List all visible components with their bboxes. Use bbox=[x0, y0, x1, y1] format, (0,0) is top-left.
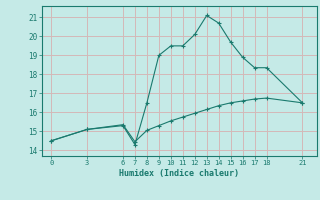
X-axis label: Humidex (Indice chaleur): Humidex (Indice chaleur) bbox=[119, 169, 239, 178]
